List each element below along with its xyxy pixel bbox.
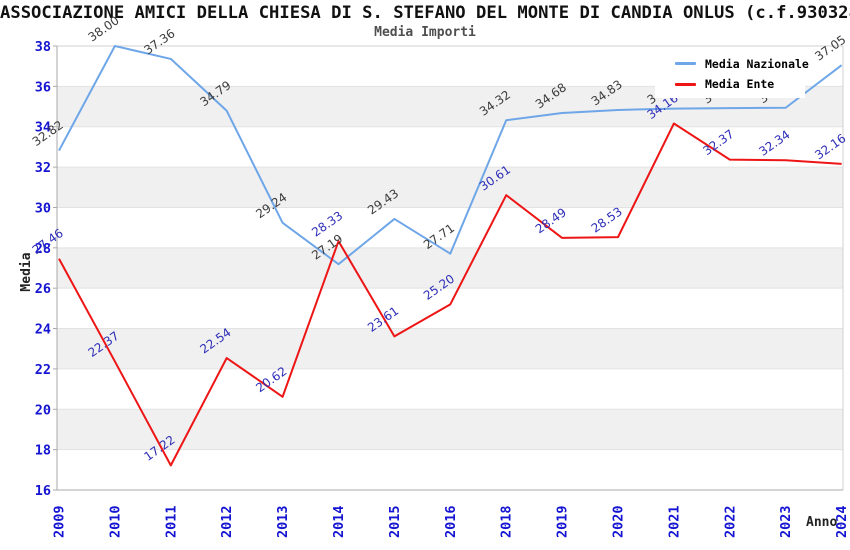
svg-text:36: 36	[35, 79, 51, 95]
svg-text:32.34: 32.34	[756, 128, 792, 159]
x-tick-labels-group: 2009 2010 2011 2012 2013 2014 2015 2016 2018 2019…	[52, 505, 850, 538]
svg-text:30: 30	[35, 200, 51, 216]
series-line-media-nazionale	[58, 45, 843, 266]
svg-text:22: 22	[35, 362, 51, 378]
media-ente-line-swatch	[675, 82, 696, 86]
svg-text:2010: 2010	[107, 505, 123, 538]
svg-text:2024: 2024	[834, 505, 850, 538]
svg-text:2020: 2020	[611, 505, 627, 538]
svg-text:2015: 2015	[387, 505, 403, 538]
svg-text:28: 28	[35, 241, 51, 257]
svg-text:20: 20	[35, 402, 51, 418]
svg-text:34: 34	[35, 120, 51, 136]
y-tick-labels-group: 16 18 20 22 24 26 28 30 32 34 36 38	[35, 39, 57, 499]
svg-text:28.53: 28.53	[589, 204, 625, 235]
svg-text:2009: 2009	[52, 505, 68, 538]
svg-text:2019: 2019	[555, 505, 571, 538]
svg-text:32: 32	[35, 160, 51, 176]
legend-item-media-ente: Media Ente	[655, 77, 805, 91]
svg-text:2023: 2023	[778, 505, 794, 538]
svg-text:28.49: 28.49	[533, 205, 569, 236]
svg-text:24: 24	[35, 322, 51, 338]
svg-text:2022: 2022	[722, 505, 738, 538]
svg-text:2011: 2011	[163, 505, 179, 538]
svg-text:2013: 2013	[275, 505, 291, 538]
svg-text:2014: 2014	[331, 505, 347, 538]
chart-title: ASSOCIAZIONE AMICI DELLA CHIESA DI S. ST…	[0, 3, 850, 23]
svg-text:28.33: 28.33	[309, 208, 345, 239]
legend: Media Nazionale Media Ente	[655, 50, 809, 98]
svg-text:2016: 2016	[443, 505, 459, 538]
plot-frame-group	[56, 45, 844, 491]
chart-subtitle: Media Importi	[374, 25, 476, 40]
y-axis-title: Media	[19, 252, 34, 292]
svg-text:37.36: 37.36	[141, 26, 177, 57]
svg-text:38: 38	[35, 39, 51, 55]
svg-text:2012: 2012	[219, 505, 235, 538]
svg-text:2018: 2018	[499, 505, 515, 538]
series-line-media-ente	[58, 122, 842, 467]
svg-text:26: 26	[35, 281, 51, 297]
svg-text:18: 18	[35, 443, 51, 459]
x-axis-title: Anno	[806, 515, 838, 530]
legend-item-media-nazionale: Media Nazionale	[655, 57, 809, 71]
svg-text:16: 16	[35, 483, 51, 499]
svg-text:38.00: 38.00	[86, 13, 122, 44]
media-nazionale-line-swatch	[675, 62, 696, 66]
legend-label-media-nazionale: Media Nazionale	[705, 56, 809, 71]
legend-label-media-ente: Media Ente	[705, 77, 775, 92]
svg-text:2021: 2021	[666, 505, 682, 538]
